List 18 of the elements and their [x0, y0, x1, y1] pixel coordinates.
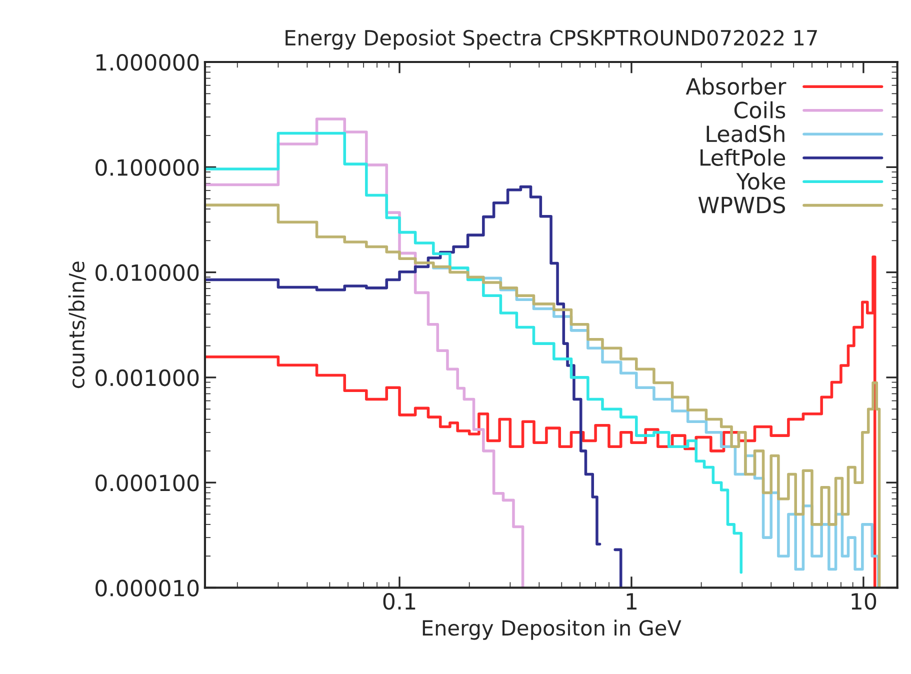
legend-label: LeftPole [700, 148, 786, 166]
y-tick-label: 1.000000 [96, 54, 199, 71]
y-tick-label: 0.001000 [96, 369, 199, 386]
y-tick-label: 0.000100 [96, 474, 199, 492]
y-tick-label: 0.010000 [96, 264, 199, 282]
legend-label: LeadSh [706, 125, 784, 142]
y-tick-label: 0.000010 [96, 580, 199, 596]
y-axis-title: counts/bin/e [68, 262, 86, 388]
y-tick-label: 0.100000 [96, 159, 199, 176]
legend-label: WPWDS [698, 196, 785, 214]
x-tick-label: 0.1 [383, 592, 416, 610]
x-tick-label: 1 [626, 593, 636, 610]
legend-label: Coils [734, 101, 786, 118]
chart-title: Energy Deposiot Spectra CPSKPTROUND072022 17 [286, 30, 817, 50]
x-tick-label: 10 [852, 592, 876, 610]
legend-label: Yoke [736, 172, 786, 190]
x-axis-title: Energy Depositon in GeV [422, 620, 682, 640]
legend-label: Absorber [686, 78, 786, 95]
